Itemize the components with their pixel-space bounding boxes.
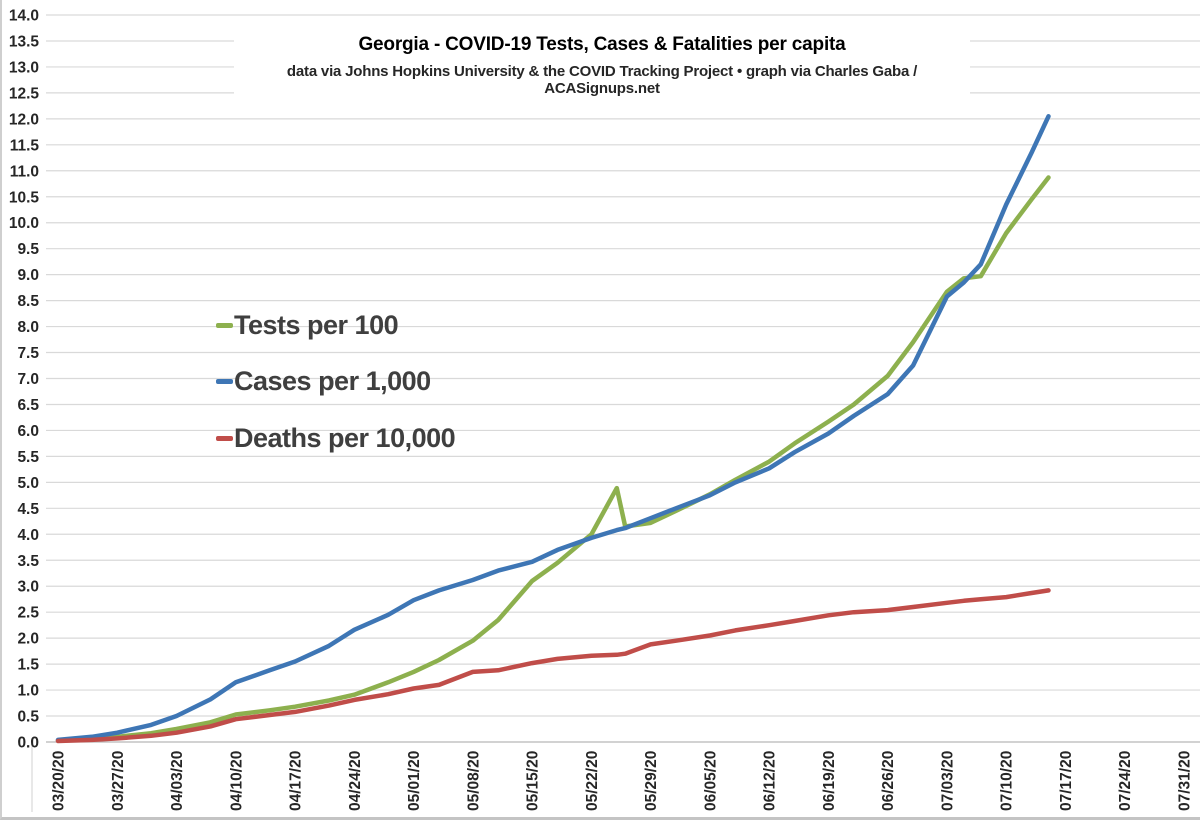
y-axis-tick-label: 1.0	[17, 683, 39, 700]
y-axis-tick-label: 0.0	[17, 735, 39, 752]
x-axis-tick-label: 05/08/20	[465, 751, 482, 811]
chart-subtitle: data via Johns Hopkins University & the …	[286, 63, 918, 97]
x-axis-tick-label: 07/17/20	[1058, 751, 1075, 811]
x-axis-tick-label: 07/03/20	[939, 751, 956, 811]
y-axis-tick-label: 4.0	[17, 527, 39, 544]
y-axis-tick-label: 13.0	[9, 59, 39, 76]
series-line-tests-per-100	[55, 175, 1051, 743]
y-axis-tick-label: 8.0	[17, 319, 39, 336]
y-axis-tick-label: 7.5	[17, 345, 39, 362]
x-axis-tick-label: 05/22/20	[584, 751, 601, 811]
y-axis-tick-label: 7.0	[17, 371, 39, 388]
x-axis-tick-label: 03/27/20	[110, 751, 127, 811]
x-axis-tick-label: 03/20/20	[51, 751, 68, 811]
x-axis-tick-label: 07/24/20	[1117, 751, 1134, 811]
x-axis-tick-label: 06/26/20	[880, 751, 897, 811]
y-axis-tick-label: 13.5	[9, 33, 40, 50]
x-axis-tick-label: 06/19/20	[821, 751, 838, 811]
series-line-cases-per-1-000	[55, 114, 1051, 743]
x-axis-tick-label: 06/05/20	[702, 751, 719, 811]
x-axis-tick-label: 04/10/20	[228, 751, 245, 811]
y-axis-tick-label: 9.0	[17, 267, 39, 284]
y-axis-tick-label: 5.0	[17, 475, 39, 492]
x-axis-tick-label: 04/17/20	[288, 751, 305, 811]
y-axis-tick-label: 6.5	[17, 397, 39, 414]
y-axis-tick-label: 0.5	[17, 709, 39, 726]
y-axis-tick-label: 10.5	[9, 189, 40, 206]
y-axis-tick-label: 12.5	[9, 85, 40, 102]
y-axis-tick-label: 3.5	[17, 553, 39, 570]
x-axis-tick-label: 07/31/20	[1177, 751, 1194, 811]
deaths-line-swatch	[216, 436, 233, 441]
y-axis-tick-label: 2.5	[17, 605, 39, 622]
y-axis-tick-label: 6.0	[17, 423, 39, 440]
chart-title-box: Georgia - COVID-19 Tests, Cases & Fatali…	[234, 28, 970, 105]
legend-item-cases: Cases per 1,000	[216, 366, 431, 397]
tests-line-swatch	[216, 323, 233, 328]
cases-line-swatch	[216, 379, 233, 384]
y-axis-tick-label: 1.5	[17, 657, 39, 674]
legend-item-deaths: Deaths per 10,000	[216, 423, 456, 454]
y-axis-tick-label: 14.0	[9, 8, 39, 25]
y-axis-tick-label: 11.0	[10, 163, 39, 180]
legend-item-tests: Tests per 100	[216, 310, 399, 341]
y-axis-tick-label: 8.5	[17, 293, 39, 310]
x-axis-tick-label: 05/01/20	[406, 751, 423, 811]
x-axis-tick-label: 04/24/20	[347, 751, 364, 811]
chart-title: Georgia - COVID-19 Tests, Cases & Fatali…	[358, 34, 846, 55]
x-axis-tick-label: 06/12/20	[762, 751, 779, 811]
y-axis-tick-label: 2.0	[17, 631, 39, 648]
y-axis-tick-label: 10.0	[9, 215, 39, 232]
y-axis-tick-label: 5.5	[17, 449, 39, 466]
x-axis-tick-label: 05/15/20	[525, 751, 542, 811]
legend-label-deaths: Deaths per 10,000	[234, 423, 456, 453]
y-axis-tick-label: 9.5	[17, 241, 39, 258]
x-axis-tick-label: 04/03/20	[169, 751, 186, 811]
series-line-deaths-per-10-000	[55, 588, 1051, 744]
y-axis-tick-label: 4.5	[17, 501, 39, 518]
y-axis-tick-label: 12.0	[9, 111, 39, 128]
y-axis-tick-label: 3.0	[17, 579, 39, 596]
legend-label-tests: Tests per 100	[234, 310, 399, 340]
legend-label-cases: Cases per 1,000	[234, 366, 431, 396]
x-axis-tick-label: 07/10/20	[999, 751, 1016, 811]
y-axis-tick-label: 11.5	[10, 137, 40, 154]
x-axis-tick-label: 05/29/20	[643, 751, 660, 811]
